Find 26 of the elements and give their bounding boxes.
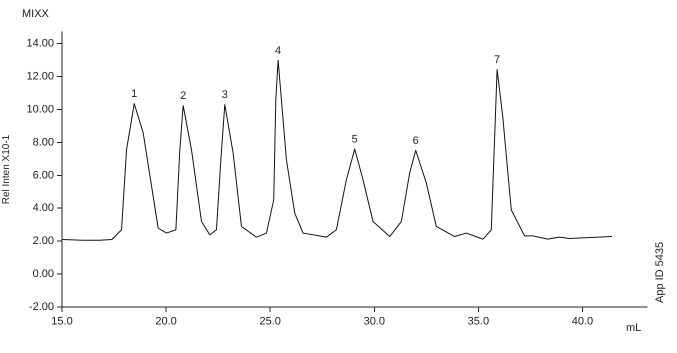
y-tick-label: 8.00	[32, 136, 54, 148]
y-tick-label: 2.00	[32, 235, 54, 248]
text: MIXX	[22, 8, 50, 20]
annotation: 6	[412, 134, 419, 147]
annotation: 3	[222, 89, 228, 102]
y-tick-label: 4.00	[32, 202, 54, 214]
x-tick-label: 40.0	[572, 316, 594, 328]
annotation: 5	[352, 134, 358, 146]
x-axis-title: mL	[626, 322, 642, 334]
x-tick-label: 30.0	[364, 316, 385, 328]
annotation: 4	[275, 44, 282, 57]
y-tick-label: 12.00	[26, 70, 54, 82]
y-tick-label: 10.00	[26, 103, 54, 116]
x-tick-label: 15.0	[51, 316, 73, 328]
y-tick-label: 14.00	[26, 38, 54, 50]
y-tick-label: 6.00	[32, 169, 54, 182]
annotation: 7	[494, 54, 500, 66]
text: App ID 5435	[654, 242, 666, 303]
y-tick-label: 0.00	[32, 268, 54, 280]
annotation: 2	[180, 90, 186, 102]
x-tick-label: 20.0	[155, 316, 177, 328]
annotation: 1	[131, 88, 138, 100]
y-axis-title: Rel Inten X10-1	[0, 134, 12, 204]
y-tick-label: -2.00	[28, 301, 54, 314]
x-tick-label: 25.0	[259, 316, 281, 328]
x-tick-label: 35.0	[468, 316, 490, 328]
